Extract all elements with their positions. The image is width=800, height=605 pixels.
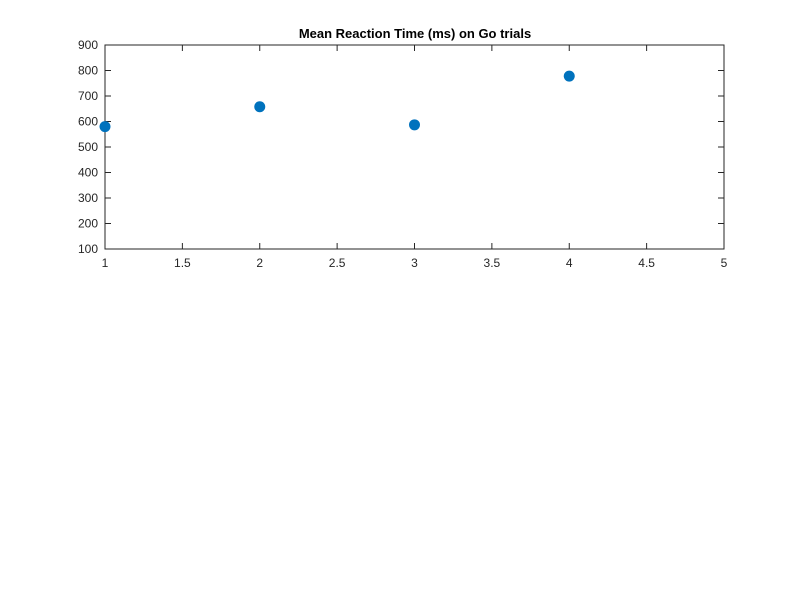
y-tick-label: 800 — [78, 64, 98, 78]
x-tick-label: 1.5 — [174, 256, 191, 270]
x-tick-label: 5 — [721, 256, 728, 270]
x-tick-label: 2 — [256, 256, 263, 270]
y-tick-label: 100 — [78, 242, 98, 256]
x-tick-label: 2.5 — [329, 256, 346, 270]
chart-title: Mean Reaction Time (ms) on Go trials — [299, 26, 531, 41]
y-tick-label: 200 — [78, 217, 98, 231]
y-tick-label: 500 — [78, 140, 98, 154]
y-tick-label: 700 — [78, 89, 98, 103]
x-tick-label: 4.5 — [638, 256, 655, 270]
plot-frame — [104, 44, 725, 250]
x-tick-label: 3 — [411, 256, 418, 270]
x-axis-ticks: 1 1.5 2 2.5 3 3.5 4 4.5 5 — [102, 45, 728, 270]
x-tick-label: 3.5 — [484, 256, 501, 270]
y-tick-label: 900 — [78, 38, 98, 52]
axes — [104, 44, 725, 250]
data-point — [99, 121, 111, 133]
x-tick-label: 1 — [102, 256, 109, 270]
y-tick-label: 300 — [78, 191, 98, 205]
y-tick-label: 400 — [78, 166, 98, 180]
data-points — [99, 70, 575, 133]
y-axis-ticks: 100 200 300 400 500 600 700 800 900 — [78, 38, 724, 256]
data-point — [409, 119, 420, 131]
x-tick-label: 4 — [566, 256, 573, 270]
y-tick-label: 600 — [78, 115, 98, 129]
data-point — [254, 101, 266, 113]
data-point — [563, 70, 575, 82]
